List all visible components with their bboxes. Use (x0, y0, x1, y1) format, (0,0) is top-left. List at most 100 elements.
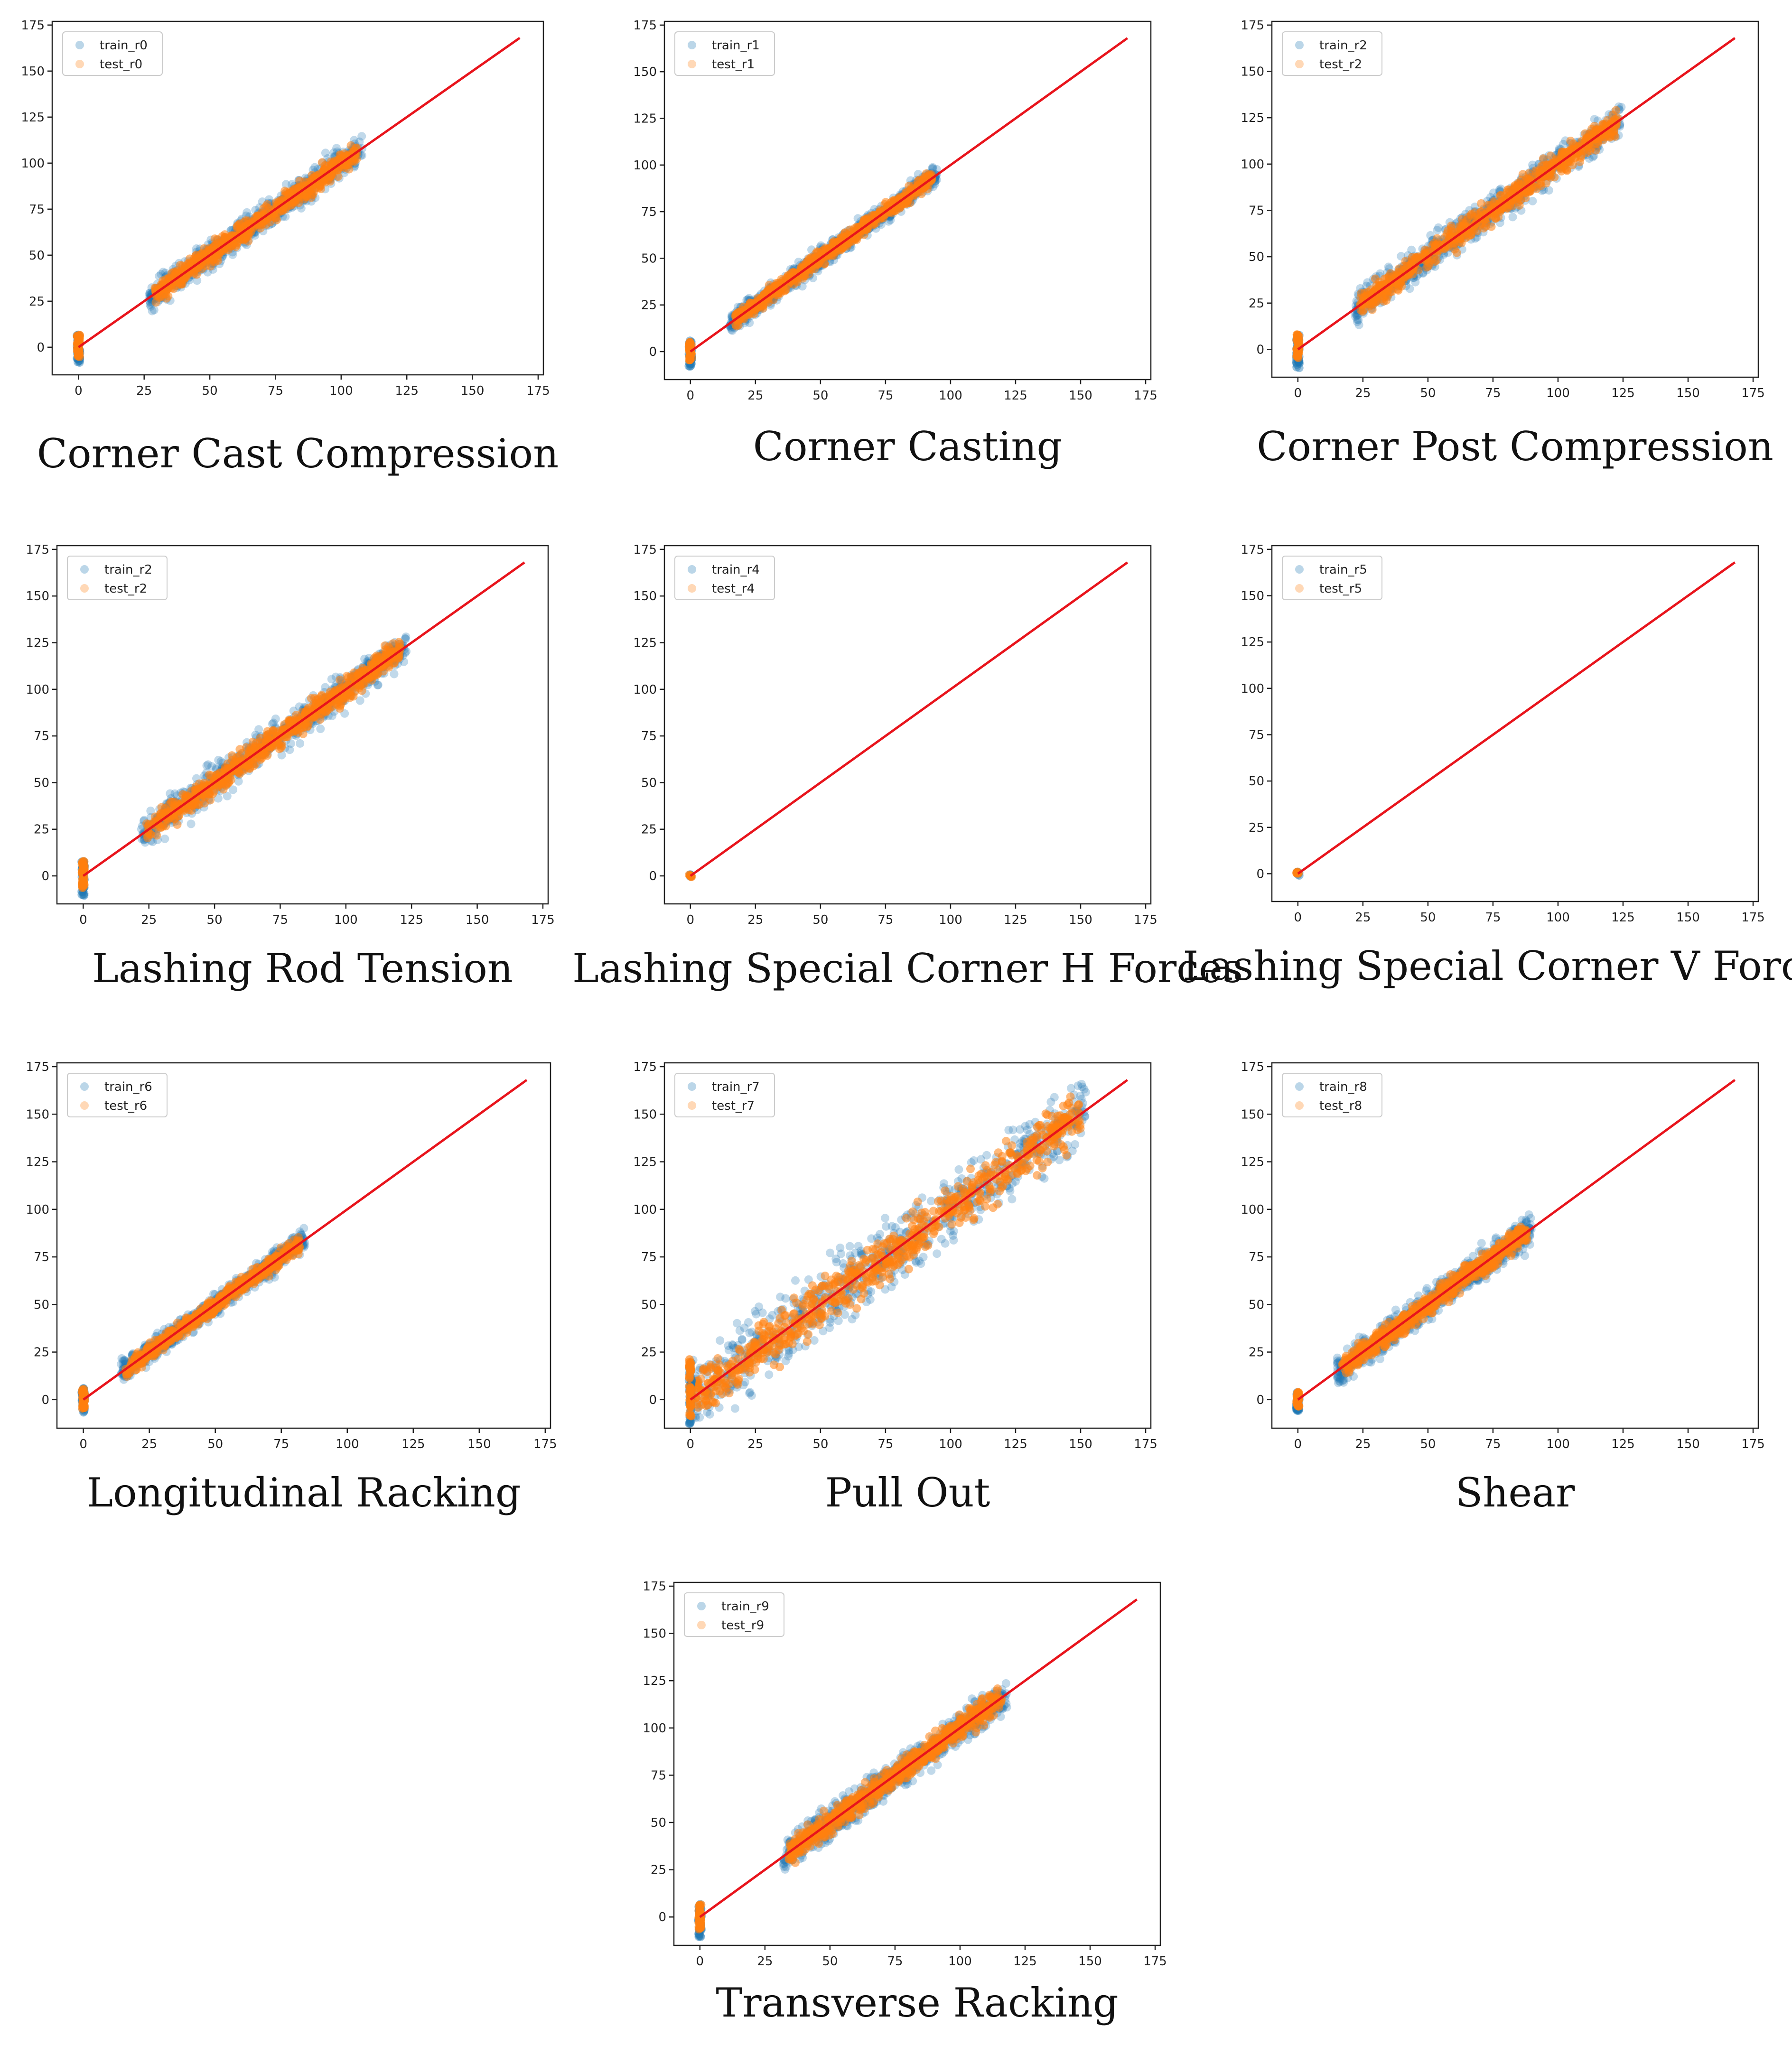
train-point (1434, 223, 1443, 232)
train-point (1508, 213, 1517, 222)
train-point (1292, 360, 1301, 369)
x-tick-label: 75 (1485, 386, 1501, 400)
test-point (765, 284, 775, 293)
test-point (1378, 294, 1387, 303)
train-point (243, 208, 252, 217)
x-tick-label: 100 (329, 384, 353, 398)
x-tick-label: 100 (1546, 386, 1570, 400)
zero-cluster (684, 336, 696, 371)
test-point (816, 256, 825, 265)
train-point (1528, 196, 1537, 205)
x-tick-label: 175 (1741, 386, 1765, 400)
legend-marker-train (1295, 41, 1304, 49)
train-point (1354, 316, 1363, 325)
zero-cluster (1292, 330, 1304, 372)
legend-box (1282, 31, 1382, 76)
train-point (137, 825, 146, 834)
legend-label-train: train_r0 (100, 38, 148, 53)
train-point (148, 307, 157, 316)
x-tick-label: 150 (1676, 386, 1700, 400)
train-point (1405, 284, 1414, 293)
test-point (289, 198, 298, 207)
x-tick-label: 125 (395, 384, 419, 398)
train-point (1544, 186, 1553, 195)
train-point (1384, 262, 1393, 271)
y-tick-label: 125 (1241, 111, 1264, 125)
test-point (1294, 337, 1303, 346)
zero-cluster (73, 330, 84, 367)
train-point (1496, 184, 1505, 193)
test-point (75, 333, 84, 342)
legend-box (62, 31, 163, 76)
legend-label-train: train_r2 (1319, 38, 1367, 53)
test-point (327, 172, 335, 181)
y-tick-label: 100 (1241, 158, 1264, 172)
test-point (1558, 150, 1567, 159)
y-tick-label: 25 (641, 298, 657, 313)
test-point (1611, 132, 1620, 141)
test-point (1394, 286, 1403, 295)
y-tick-label: 100 (21, 157, 45, 171)
x-tick-label: 75 (877, 389, 893, 403)
chart-caption: Corner Casting (753, 423, 1063, 470)
train-point (1489, 188, 1498, 197)
train-point (285, 745, 294, 754)
train-point (1407, 245, 1416, 254)
test-point (1452, 248, 1461, 257)
axes-frame (1271, 20, 1759, 378)
test-point (243, 232, 252, 241)
y-tick-label: 75 (29, 203, 45, 217)
test-point (1608, 110, 1617, 119)
train-point (216, 757, 225, 766)
test-point (259, 204, 268, 213)
x-tick-label: 125 (1004, 389, 1027, 403)
train-point (401, 634, 410, 643)
test-point (155, 293, 164, 302)
test-point (849, 232, 859, 241)
test-point (828, 239, 837, 248)
y-tick-label: 150 (21, 65, 45, 79)
train-point (1351, 312, 1360, 321)
test-point (1562, 165, 1571, 174)
train-point (1292, 363, 1301, 372)
train-point (159, 268, 168, 277)
y-tick-label: 125 (21, 111, 45, 125)
train-point (332, 144, 341, 153)
train-point (166, 789, 175, 798)
test-point (220, 230, 229, 239)
test-point (1401, 257, 1410, 266)
ideal-line (690, 37, 1129, 353)
y-tick-label: 150 (1241, 65, 1264, 79)
test-point (1293, 350, 1302, 359)
test-point (836, 233, 845, 242)
train-point (269, 718, 278, 727)
legend-marker-train (75, 41, 84, 49)
test-point (784, 272, 793, 281)
test-point (307, 189, 316, 198)
y-tick-label: 175 (633, 19, 657, 33)
test-point (1496, 191, 1505, 200)
x-tick-label: 0 (1294, 386, 1302, 400)
y-tick-label: 0 (1256, 343, 1264, 357)
legend-label-test: test_r1 (712, 57, 755, 72)
test-point (1481, 218, 1490, 227)
y-tick-label: 50 (1249, 250, 1264, 264)
x-tick-label: 100 (939, 389, 962, 403)
x-tick-label: 175 (526, 384, 550, 398)
x-tick-label: 150 (461, 384, 485, 398)
test-point (185, 259, 194, 267)
test-point (1433, 234, 1442, 243)
train-point (886, 215, 895, 224)
ideal-line (77, 37, 521, 348)
train-point (281, 180, 290, 189)
legend-marker-test (75, 60, 84, 68)
train-point (170, 789, 179, 798)
test-point (1432, 256, 1441, 265)
test-point (1477, 199, 1486, 208)
test-point (162, 294, 171, 303)
x-tick-label: 150 (1069, 389, 1092, 403)
test-point (819, 245, 828, 254)
legend-marker-test (1295, 60, 1304, 68)
test-point (1408, 258, 1417, 267)
